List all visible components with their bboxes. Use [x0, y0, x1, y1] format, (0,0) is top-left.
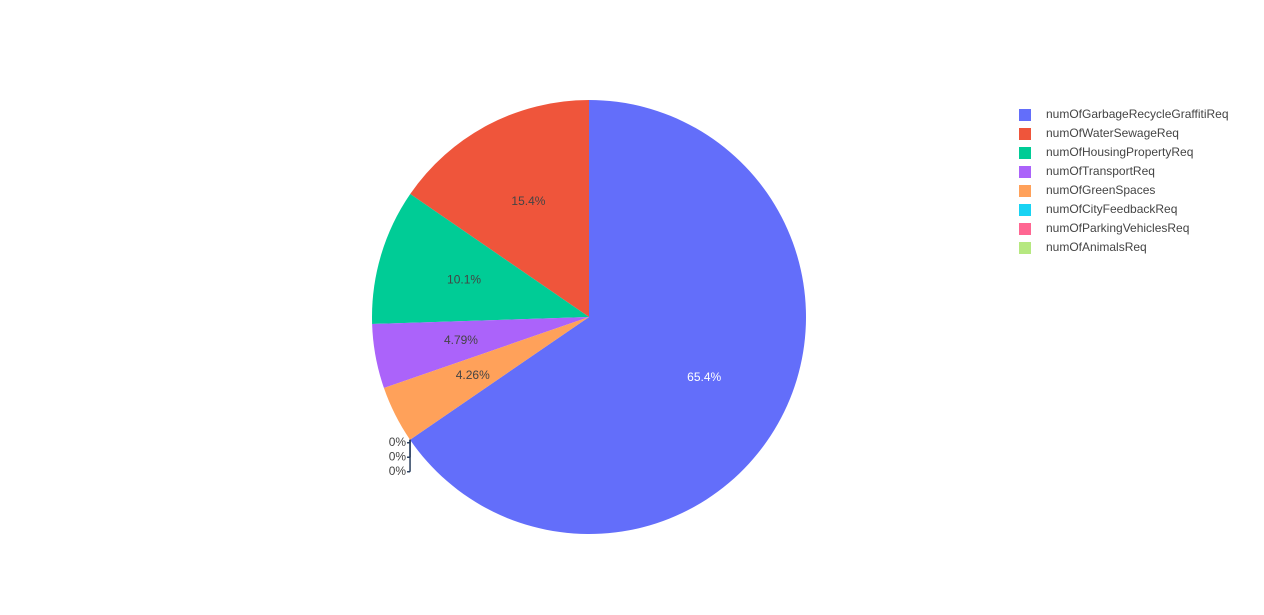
slice-label: 4.26% [456, 368, 490, 382]
slice-label: 4.79% [444, 333, 478, 347]
legend-swatch[interactable] [1019, 128, 1031, 140]
legend-label[interactable]: numOfCityFeedbackReq [1046, 202, 1177, 216]
legend-label[interactable]: numOfAnimalsReq [1046, 240, 1147, 254]
legend-label[interactable]: numOfGreenSpaces [1046, 183, 1155, 197]
legend-swatch[interactable] [1019, 166, 1031, 178]
legend-label[interactable]: numOfGarbageRecycleGraffitiReq [1046, 107, 1229, 121]
slice-label: 0% [389, 435, 407, 449]
legend-swatch[interactable] [1019, 223, 1031, 235]
legend-label[interactable]: numOfHousingPropertyReq [1046, 145, 1193, 159]
slice-label: 0% [389, 449, 407, 463]
slice-label: 0% [389, 464, 407, 478]
pie-slice [410, 100, 589, 317]
pie-slice [410, 100, 806, 534]
slice-label: 10.1% [447, 273, 481, 287]
pie-slice [372, 193, 589, 324]
legend-swatch[interactable] [1019, 109, 1031, 121]
pie-slice [372, 317, 589, 389]
legend-swatch[interactable] [1019, 147, 1031, 159]
pie-slice [383, 317, 589, 440]
legend-swatch[interactable] [1019, 204, 1031, 216]
pie-slice [410, 317, 589, 440]
legend-label[interactable]: numOfParkingVehiclesReq [1046, 221, 1189, 235]
legend-swatch[interactable] [1019, 242, 1031, 254]
legend-label[interactable]: numOfWaterSewageReq [1046, 126, 1179, 140]
legend-label[interactable]: numOfTransportReq [1046, 164, 1155, 178]
slice-label: 15.4% [511, 194, 545, 208]
legend-swatch[interactable] [1019, 185, 1031, 197]
slice-label: 65.4% [687, 370, 721, 384]
